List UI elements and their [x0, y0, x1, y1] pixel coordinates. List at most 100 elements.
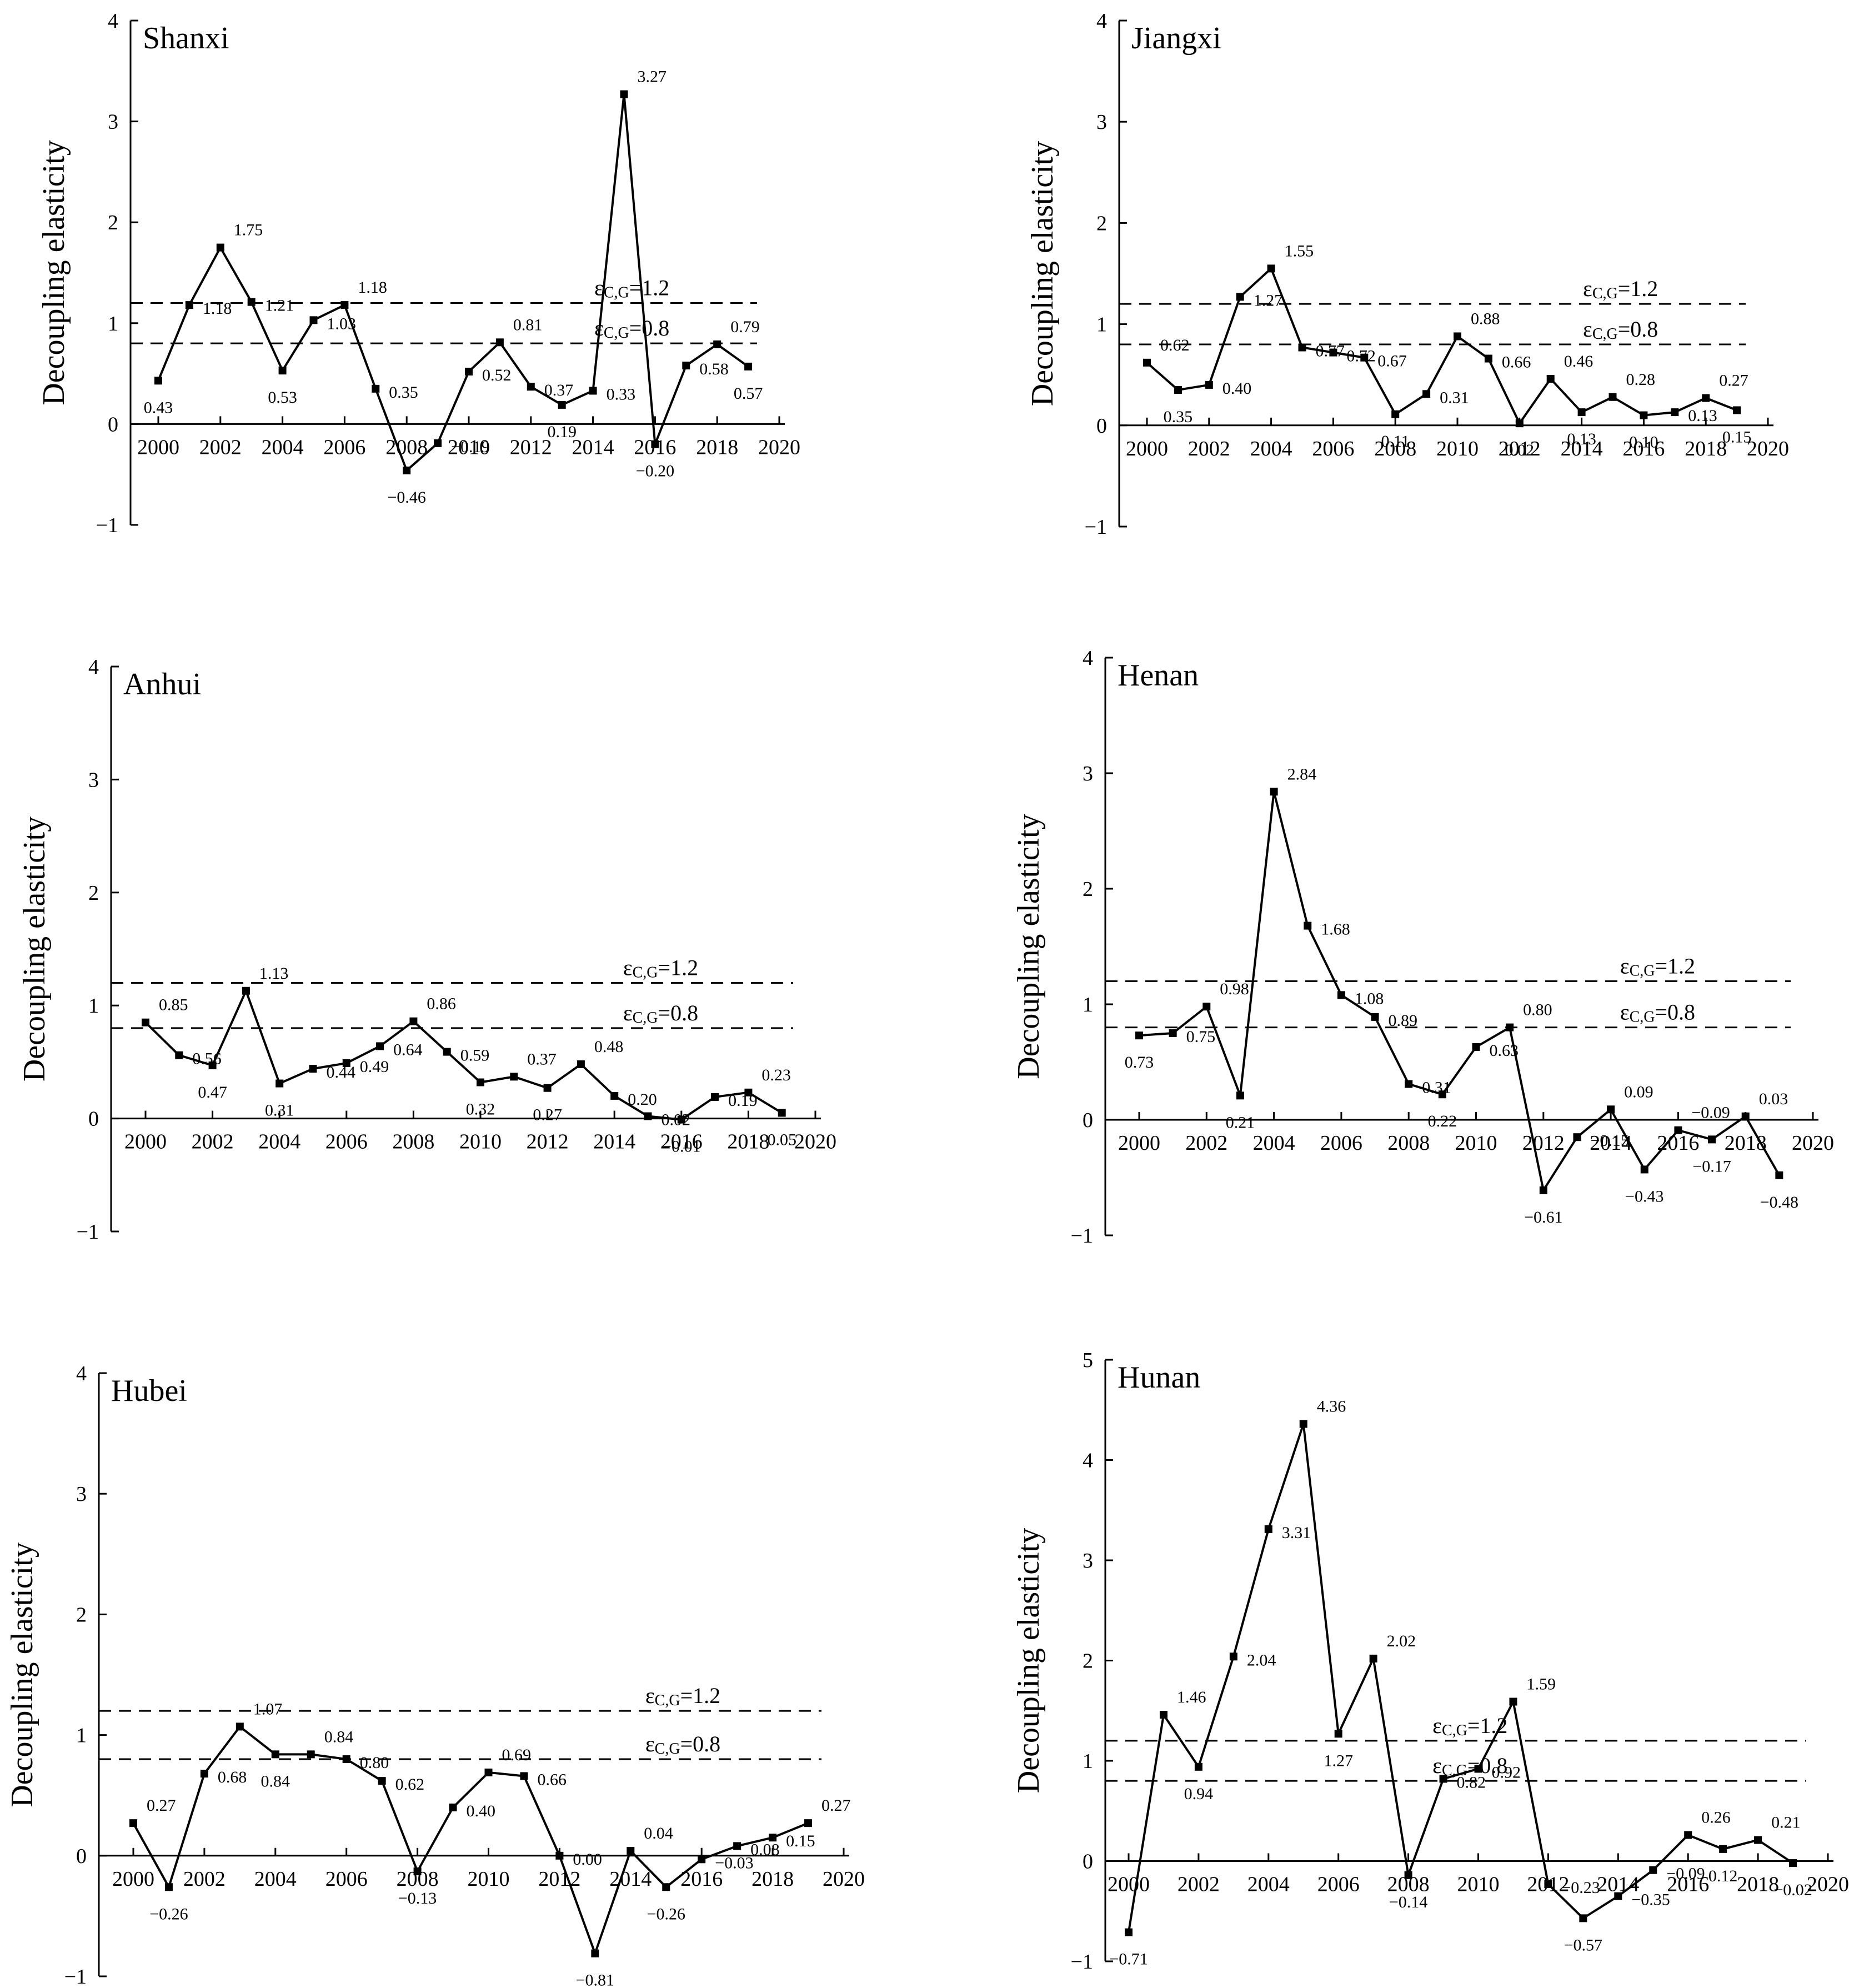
data-label: 0.63 — [1490, 1041, 1519, 1060]
data-label: −0.09 — [1666, 1865, 1705, 1883]
threshold-value: =1.2 — [629, 275, 670, 300]
threshold-symbol: ε — [594, 275, 604, 300]
data-point-marker — [1607, 1105, 1615, 1114]
data-point-marker — [1334, 1730, 1342, 1738]
data-label: 0.47 — [198, 1083, 227, 1101]
x-tick-label: 2020 — [758, 435, 800, 459]
y-tick-label: 0 — [1096, 414, 1107, 438]
y-axis-title: Decoupling elasticity — [37, 140, 71, 405]
data-label: −0.03 — [715, 1854, 753, 1872]
x-tick-label: 2010 — [1455, 1131, 1497, 1155]
x-tick-label: 2016 — [1622, 437, 1665, 460]
data-label: 0.27 — [147, 1796, 176, 1815]
series-line — [132, 1725, 809, 1957]
threshold-symbol: ε — [1583, 317, 1592, 342]
y-tick-label: 0 — [1083, 1850, 1093, 1874]
threshold-symbol: ε — [623, 955, 633, 980]
data-label: −0.19 — [451, 438, 489, 456]
data-label: 0.79 — [730, 318, 760, 336]
data-label: −0.14 — [1389, 1893, 1427, 1911]
data-point-marker — [662, 1883, 670, 1891]
data-label: 0.67 — [1377, 352, 1407, 370]
data-point-marker — [1789, 1859, 1797, 1867]
data-point-marker — [543, 1084, 552, 1092]
y-tick-label: −1 — [64, 1965, 87, 1988]
data-label: −0.20 — [636, 462, 674, 480]
x-tick-label: 2016 — [1657, 1131, 1699, 1155]
data-point-marker — [1474, 1765, 1482, 1773]
data-point-marker — [682, 362, 690, 370]
data-point-marker — [1371, 1013, 1379, 1021]
data-label: −0.35 — [1631, 1891, 1670, 1909]
data-label: 0.62 — [1160, 336, 1190, 354]
y-tick-label: 3 — [1096, 111, 1107, 134]
threshold-label-lower: εC,G=0.8 — [1620, 1000, 1695, 1026]
data-point-marker — [627, 1847, 635, 1855]
x-tick-label: 2010 — [1436, 437, 1479, 460]
data-point-marker — [1614, 1892, 1622, 1900]
data-point-marker — [185, 301, 193, 309]
y-tick-label: 4 — [1083, 647, 1093, 670]
data-point-marker — [744, 1088, 753, 1096]
data-label: 2.84 — [1287, 765, 1317, 783]
threshold-subscript: C,G — [1592, 285, 1618, 302]
x-tick-label: 2010 — [448, 435, 490, 459]
data-point-marker — [129, 1819, 137, 1827]
threshold-symbol: ε — [1583, 276, 1592, 301]
threshold-symbol: ε — [645, 1683, 655, 1708]
x-tick-label: 2008 — [1374, 437, 1416, 460]
data-label: 2.02 — [1387, 1632, 1416, 1650]
threshold-symbol: ε — [1620, 1000, 1630, 1025]
data-label: −0.81 — [576, 1971, 614, 1988]
data-label: 0.08 — [750, 1840, 780, 1859]
data-label: 1.46 — [1177, 1688, 1206, 1706]
data-label: 0.10 — [1629, 433, 1658, 452]
data-point-marker — [1775, 1171, 1783, 1179]
y-tick-label: 1 — [76, 1724, 87, 1747]
panel-title: Henan — [1118, 658, 1199, 693]
x-tick-label: 2006 — [323, 435, 365, 459]
threshold-value: =0.8 — [1618, 317, 1658, 342]
data-point-marker — [1649, 1866, 1657, 1874]
data-label: 1.27 — [1324, 1751, 1353, 1770]
data-label: 0.56 — [192, 1050, 222, 1068]
x-tick-label: 2016 — [660, 1130, 703, 1154]
data-point-marker — [465, 367, 473, 375]
data-label: 0.27 — [821, 1796, 851, 1815]
threshold-subscript: C,G — [1592, 326, 1618, 343]
data-label: 1.07 — [253, 1700, 283, 1718]
data-label: 0.40 — [1222, 379, 1252, 398]
data-point-marker — [1135, 1031, 1143, 1040]
data-point-marker — [1684, 1831, 1692, 1839]
data-label: 0.43 — [144, 398, 173, 417]
threshold-symbol: ε — [645, 1731, 655, 1756]
data-label: 1.18 — [358, 278, 387, 297]
y-tick-label: −1 — [1071, 1950, 1093, 1974]
y-tick-label: −1 — [77, 1220, 99, 1244]
x-tick-label: 2002 — [1188, 437, 1230, 460]
data-point-marker — [610, 1091, 619, 1100]
data-point-marker — [1515, 419, 1524, 428]
y-tick-label: 0 — [88, 1108, 99, 1131]
y-tick-label: 3 — [108, 111, 118, 134]
x-tick-label: 2004 — [1250, 437, 1292, 460]
data-label: 1.75 — [234, 221, 263, 239]
data-point-marker — [1298, 343, 1306, 352]
data-label: 0.84 — [324, 1727, 354, 1746]
data-label: 0.23 — [761, 1066, 791, 1084]
y-tick-label: 2 — [108, 211, 118, 234]
data-label: −0.71 — [1109, 1950, 1148, 1969]
data-point-marker — [309, 316, 318, 324]
data-point-marker — [1194, 1762, 1202, 1771]
data-point-marker — [235, 1722, 244, 1731]
data-label: 0.82 — [1457, 1773, 1486, 1791]
data-label: 0.31 — [1440, 388, 1469, 407]
data-label: 0.13 — [1688, 407, 1717, 425]
x-tick-label: 2014 — [1561, 437, 1603, 460]
y-axis-title: Decoupling elasticity — [1011, 1528, 1046, 1793]
data-label: −0.48 — [1760, 1193, 1798, 1211]
data-label: 1.21 — [265, 297, 294, 315]
data-point-marker — [558, 400, 566, 409]
data-label: 0.48 — [594, 1038, 624, 1056]
